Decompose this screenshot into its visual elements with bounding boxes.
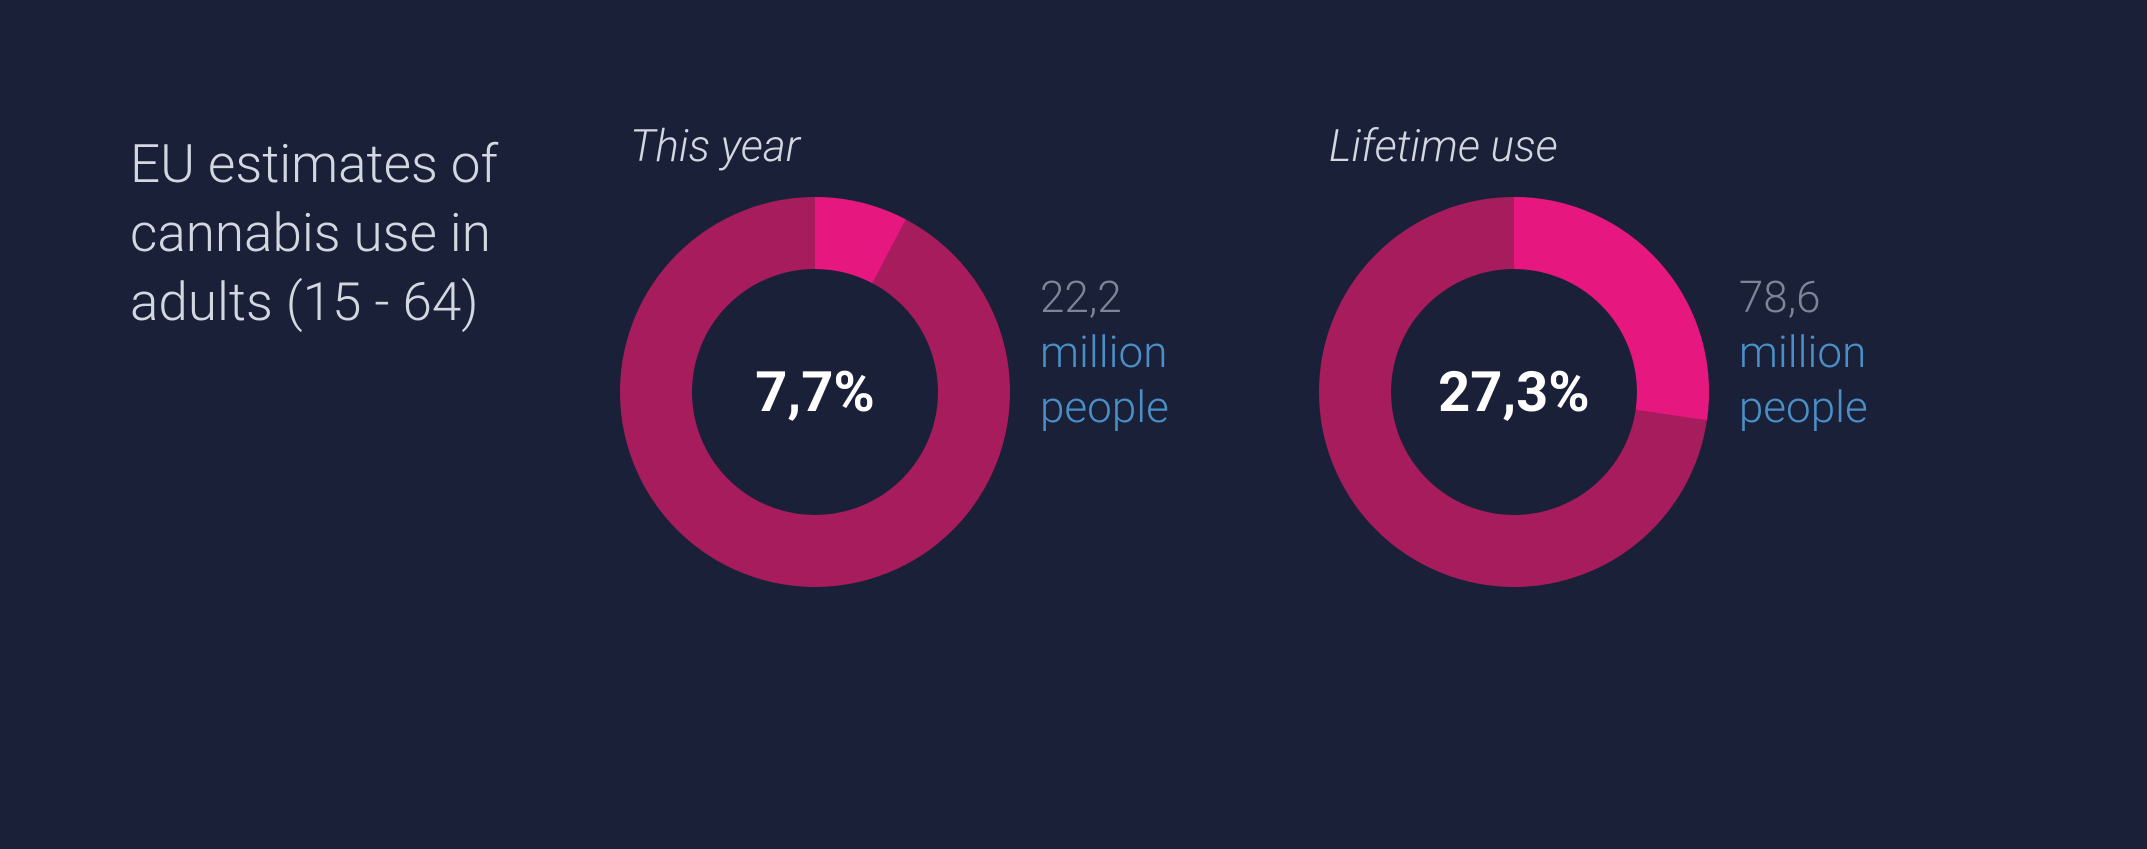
donut-chart: 7,7%: [620, 197, 1010, 587]
donut-center-value: 27,3%: [1319, 197, 1709, 587]
infographic-container: EU estimates of cannabis use in adults (…: [0, 0, 2147, 587]
donut-chart: 27,3%: [1319, 197, 1709, 587]
chart-label: Lifetime use: [1329, 120, 1868, 172]
title-block: EU estimates of cannabis use in adults (…: [130, 120, 620, 337]
chart-block-lifetime: Lifetime use 27,3% 78,6 million people: [1319, 120, 1868, 587]
side-text-line2: people: [1040, 380, 1169, 435]
side-label: 78,6 million people: [1739, 270, 1868, 435]
side-text-line1: million: [1040, 325, 1169, 380]
chart-block-this-year: This year 7,7% 22,2 million people: [620, 120, 1169, 587]
chart-label: This year: [630, 120, 1169, 172]
side-number: 22,2: [1040, 270, 1169, 325]
side-number: 78,6: [1739, 270, 1868, 325]
side-text-line1: million: [1739, 325, 1868, 380]
chart-row: 27,3% 78,6 million people: [1319, 197, 1868, 587]
side-text-line2: people: [1739, 380, 1868, 435]
donut-center-value: 7,7%: [620, 197, 1010, 587]
side-label: 22,2 million people: [1040, 270, 1169, 435]
charts-area: This year 7,7% 22,2 million people Lifet: [620, 120, 2017, 587]
page-title: EU estimates of cannabis use in adults (…: [130, 130, 620, 337]
chart-row: 7,7% 22,2 million people: [620, 197, 1169, 587]
